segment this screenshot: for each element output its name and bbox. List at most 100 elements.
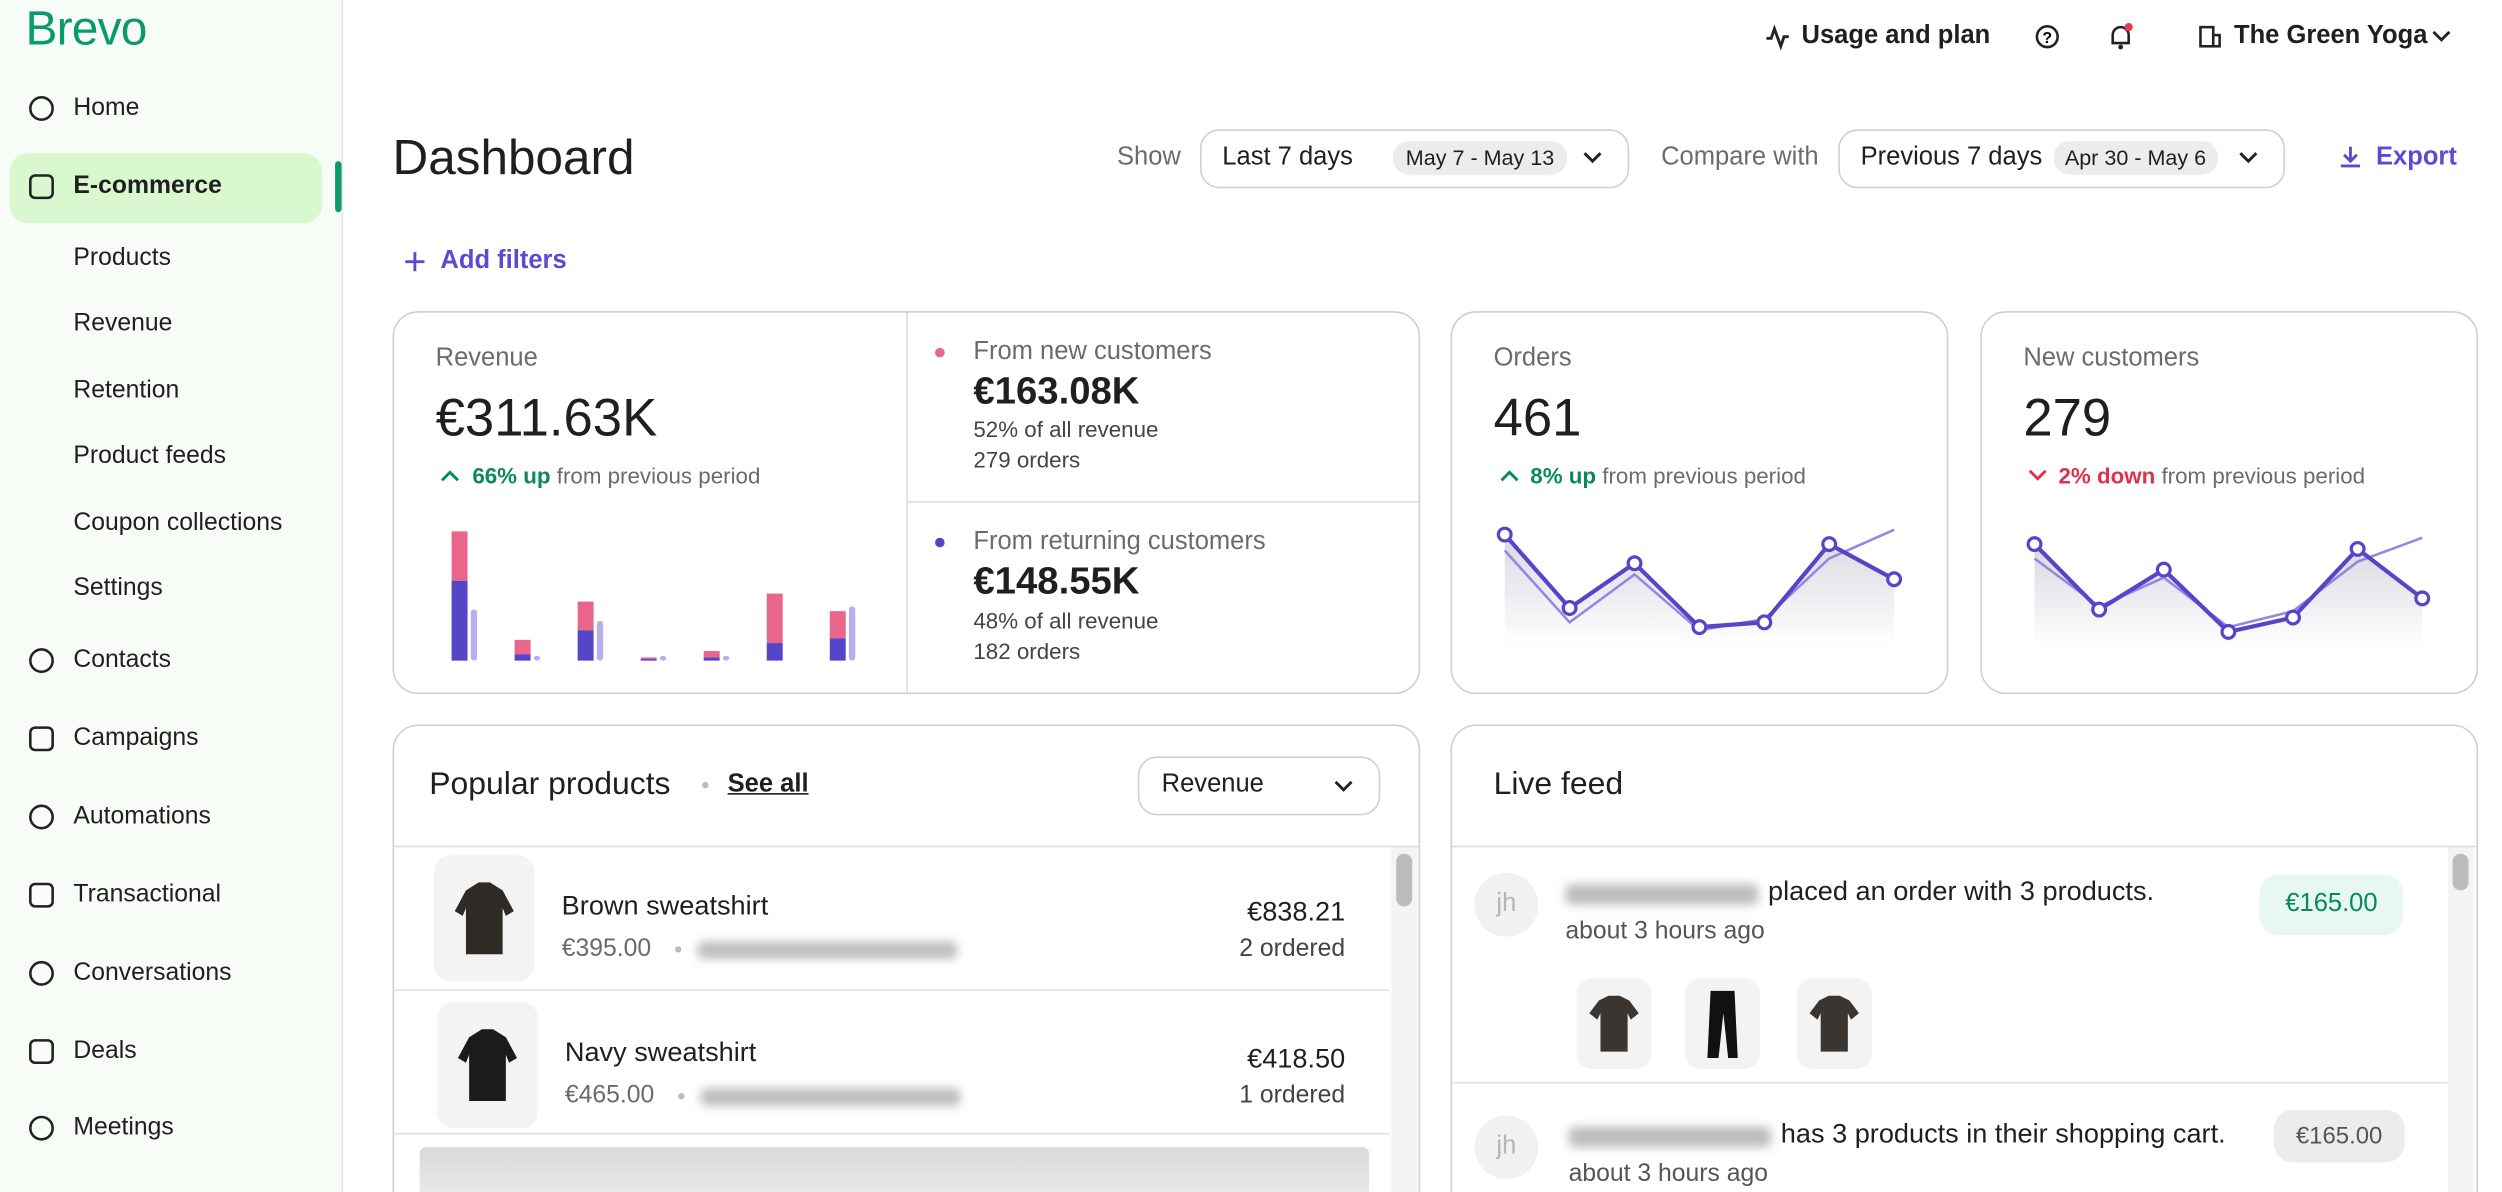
add-filters[interactable]: Add filters (440, 247, 567, 275)
nav-item[interactable]: Deals (73, 1037, 137, 1065)
product-name: Brown sweatshirt (561, 890, 769, 921)
subnav-item[interactable]: Settings (73, 574, 163, 602)
avatar: jh (1474, 872, 1539, 937)
comparison-bar (722, 655, 730, 661)
metric-change: 66% up from previous period (472, 463, 760, 489)
product-thumb (1685, 978, 1761, 1070)
nav-item[interactable]: Contacts (73, 646, 172, 674)
usage-link[interactable]: Usage and plan (1801, 22, 1991, 50)
orders-chart (1496, 526, 1903, 647)
point (2026, 536, 2043, 553)
change: 66% up (472, 462, 551, 489)
account-switcher[interactable]: The Green Yoga (2233, 22, 2428, 50)
icon-shape (29, 1115, 54, 1141)
scroll-thumb[interactable] (1396, 853, 1413, 907)
divider (1452, 1081, 2448, 1084)
product-thumb (1796, 978, 1872, 1070)
icon-shape (29, 96, 54, 121)
product-thumb (1576, 978, 1652, 1070)
scroll-thumb[interactable] (2452, 853, 2469, 891)
avatar: jh (1474, 1115, 1539, 1180)
customer-blurred (1568, 1126, 1772, 1148)
bell-icon[interactable] (2106, 22, 2135, 51)
divider (1452, 845, 2477, 848)
metric-value: €311.63K (435, 387, 658, 447)
divider (906, 501, 1419, 503)
compare-dropdown[interactable] (1838, 129, 2286, 189)
help-icon[interactable]: ? (2035, 24, 2061, 50)
point (2349, 540, 2366, 557)
change-suffix: from previous period (1602, 462, 1806, 489)
bar-segment (451, 531, 468, 581)
comparison-bar (533, 655, 541, 661)
active-indicator (335, 161, 342, 213)
subnav-item[interactable]: Retention (73, 376, 180, 404)
export-button[interactable]: Export (2375, 143, 2457, 171)
nav-item[interactable]: Home (73, 94, 140, 122)
section-title: Live feed (1493, 766, 1624, 802)
nav-item[interactable]: Conversations (73, 959, 232, 987)
plus-icon (405, 252, 425, 272)
nav-item[interactable]: Transactional (73, 880, 221, 908)
see-all-link[interactable]: See all (727, 770, 809, 798)
nav-item[interactable]: E-commerce (73, 172, 222, 200)
change: 2% down (2058, 462, 2156, 489)
shirt (457, 1029, 518, 1102)
point (1496, 526, 1513, 543)
segment-share: 48% of all revenue (973, 607, 1159, 634)
divider (906, 312, 908, 693)
bar-segment (514, 654, 531, 661)
chevron (2239, 152, 2258, 164)
up-arrow (440, 470, 459, 482)
point (1756, 614, 1773, 631)
divider (394, 1132, 1390, 1135)
comparison-bar (596, 620, 604, 661)
nav-icon (29, 174, 54, 200)
sort-dropdown[interactable] (1137, 756, 1381, 816)
icon-shape (29, 1039, 54, 1065)
area (2034, 544, 2423, 647)
section-title: Popular products (429, 766, 671, 802)
usage-icon (1766, 24, 1789, 51)
subnav-item[interactable]: Coupon collections (73, 509, 283, 537)
product-revenue: €838.21 (1247, 896, 1346, 928)
chevron (1334, 780, 1353, 792)
subnav-item[interactable]: Products (73, 244, 172, 272)
nav-item[interactable]: Automations (73, 802, 211, 830)
point (2155, 561, 2172, 578)
bar-segment (829, 638, 846, 661)
point (2414, 590, 2431, 607)
metric-value: 461 (1493, 387, 1582, 447)
up-arrow (1500, 470, 1519, 482)
nav-icon (29, 1115, 54, 1141)
chevron (1583, 152, 1602, 164)
product-price: €395.00 (561, 935, 652, 963)
subnav-item[interactable]: Revenue (73, 309, 173, 337)
change-suffix: from previous period (556, 462, 761, 489)
nav-icon (29, 882, 54, 908)
feed-text: placed an order with 3 products. (1768, 876, 2155, 907)
legend-dot (935, 347, 945, 358)
metric-label: Revenue (435, 344, 538, 372)
product-ordered: 2 ordered (1239, 935, 1346, 963)
segment-share: 52% of all revenue (973, 416, 1159, 443)
period-range: May 7 - May 13 (1393, 141, 1568, 175)
customer-blurred (1565, 884, 1759, 905)
product-price: €465.00 (564, 1081, 655, 1110)
sku-blurred (700, 1088, 961, 1106)
bar-segment (703, 651, 720, 658)
nav-item[interactable]: Campaigns (73, 724, 199, 752)
subnav-item[interactable]: Product feeds (73, 442, 227, 470)
nav-icon (29, 726, 54, 752)
export-icon (2340, 146, 2361, 168)
separator-dot (678, 1093, 685, 1100)
compare-label: Compare with (1661, 143, 1819, 171)
product-image (434, 855, 535, 982)
period-dropdown[interactable] (1199, 129, 1630, 189)
sku-blurred (697, 941, 958, 960)
segment-orders: 279 orders (973, 446, 1081, 473)
metric-label: New customers (2023, 344, 2200, 372)
scrollbar[interactable] (2447, 847, 2474, 1192)
icon-shape (29, 804, 54, 830)
nav-item[interactable]: Meetings (73, 1113, 174, 1141)
